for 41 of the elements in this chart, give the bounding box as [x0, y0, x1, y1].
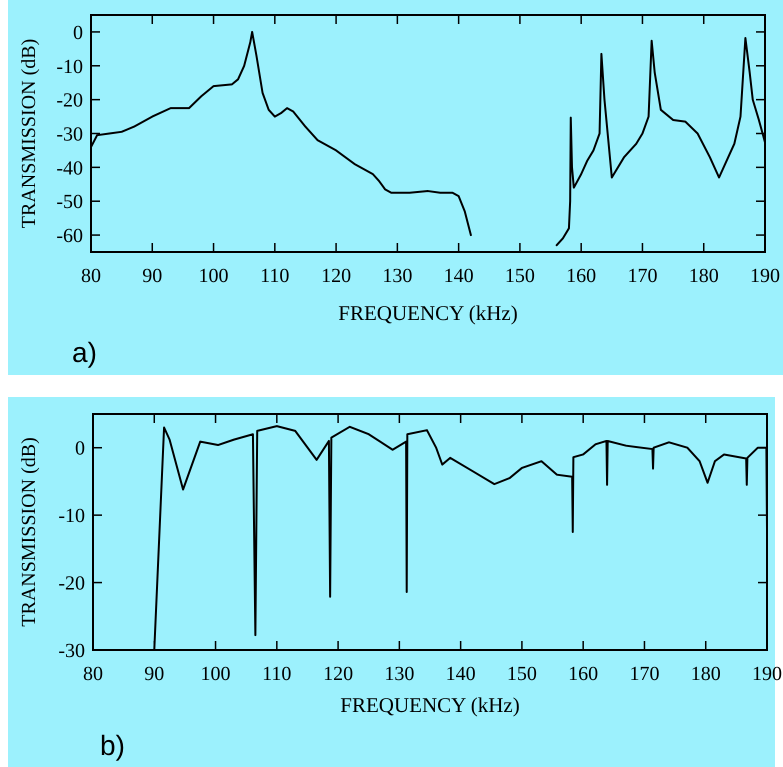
x-tick-label: 80: [81, 265, 101, 287]
y-tick-label: -30: [58, 640, 85, 662]
x-tick-label: 100: [198, 265, 229, 287]
y-tick-label: -10: [58, 505, 85, 528]
x-axis-title: FREQUENCY (kHz): [340, 693, 520, 717]
x-tick-label: 120: [321, 265, 352, 287]
x-tick-label: 80: [83, 663, 103, 685]
x-tick-label: 150: [504, 265, 535, 287]
x-tick-label: 100: [200, 663, 231, 685]
x-tick-label: 190: [750, 265, 780, 287]
y-tick-label: -30: [56, 124, 83, 146]
x-tick-label: 180: [688, 265, 719, 287]
x-tick-label: 90: [142, 265, 162, 287]
x-tick-label: 180: [690, 663, 721, 685]
y-tick-label: -60: [56, 225, 83, 248]
y-tick-label: -20: [58, 572, 85, 595]
x-tick-label: 140: [444, 265, 474, 287]
x-tick-label: 170: [629, 663, 660, 685]
x-tick-label: 110: [262, 663, 292, 685]
y-tick-label: 0: [73, 22, 83, 44]
x-tick-label: 190: [752, 663, 782, 685]
y-tick-label: -10: [56, 56, 83, 78]
x-tick-label: 150: [506, 663, 537, 685]
x-tick-label: 130: [384, 663, 414, 685]
x-tick-label: 160: [568, 663, 598, 685]
y-tick-label: -40: [56, 157, 83, 180]
text: b): [100, 730, 125, 761]
x-tick-label: 160: [566, 265, 596, 287]
y-tick-label: -50: [56, 191, 83, 214]
text: a): [72, 337, 97, 368]
y-axis-title: TRANSMISSION (dB): [18, 437, 40, 627]
x-tick-label: 170: [627, 265, 658, 287]
x-tick-label: 120: [323, 663, 354, 685]
x-axis-title: FREQUENCY (kHz): [338, 301, 518, 325]
x-tick-label: 140: [446, 663, 476, 685]
y-tick-label: -20: [56, 90, 83, 112]
x-tick-label: 90: [144, 663, 164, 685]
x-tick-label: 130: [382, 265, 412, 287]
y-tick-label: 0: [75, 438, 85, 460]
y-axis-title: TRANSMISSION (dB): [18, 38, 40, 228]
x-tick-label: 110: [260, 265, 290, 287]
